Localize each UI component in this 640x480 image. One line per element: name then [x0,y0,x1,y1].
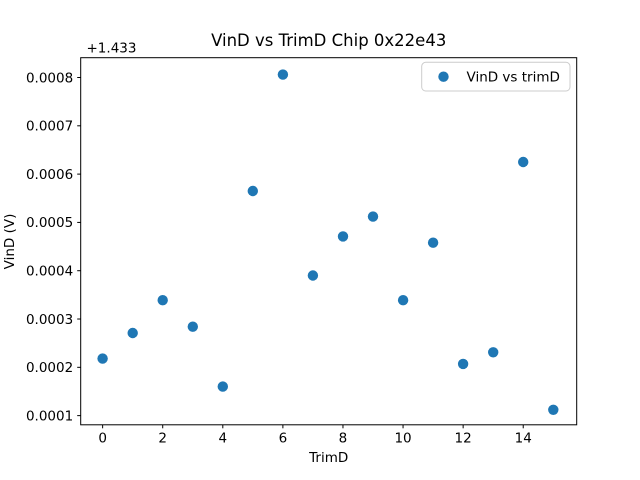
data-point [518,156,529,168]
y-axis-offset-text: +1.433 [87,41,137,57]
data-point [217,381,228,392]
x-tick-label: 12 [455,430,472,446]
y-tick-label: 0.0002 [26,360,73,376]
data-point [337,231,349,242]
x-tick-label: 10 [394,430,411,446]
x-tick-label: 2 [158,430,167,446]
data-point [247,185,258,197]
plot-area [80,57,578,426]
data-point [277,69,289,80]
data-point [307,270,319,281]
y-tick-label: 0.0005 [26,215,73,231]
scatter-points [97,69,559,415]
x-tick-label: 14 [515,430,532,446]
data-point [97,353,108,364]
x-axis-ticks: 0 2 4 6 8 10 12 14 [98,424,532,446]
data-point [548,404,559,415]
y-tick-label: 0.0008 [26,70,73,86]
y-axis-ticks: 0.0001 0.0002 0.0003 0.0004 0.0005 0.0006 0.00… [26,70,81,424]
data-point [157,295,168,306]
y-tick-label: 0.0001 [26,408,73,424]
y-tick-label: 0.0003 [26,312,73,328]
x-tick-label: 6 [279,430,288,446]
legend-box [421,61,571,92]
legend: VinD vs trimD [421,61,571,92]
data-point [427,237,439,248]
x-tick-label: 4 [219,430,228,446]
data-point [457,358,469,370]
chart-title: VinD vs TrimD Chip 0x22e43 [211,31,446,50]
data-point [488,347,499,358]
y-tick-label: 0.0006 [26,167,73,183]
legend-entry-label: VinD vs trimD [467,69,560,85]
x-tick-label: 0 [98,430,107,446]
y-axis-label: VinD (V) [2,214,18,270]
data-point [187,321,198,332]
x-axis-label: TrimD [308,450,348,466]
data-point [397,295,409,306]
legend-marker-icon [438,71,449,82]
x-tick-label: 8 [339,430,348,446]
data-point [367,211,379,222]
data-point [127,327,138,339]
y-tick-label: 0.0007 [26,119,73,135]
y-tick-label: 0.0004 [26,264,73,280]
